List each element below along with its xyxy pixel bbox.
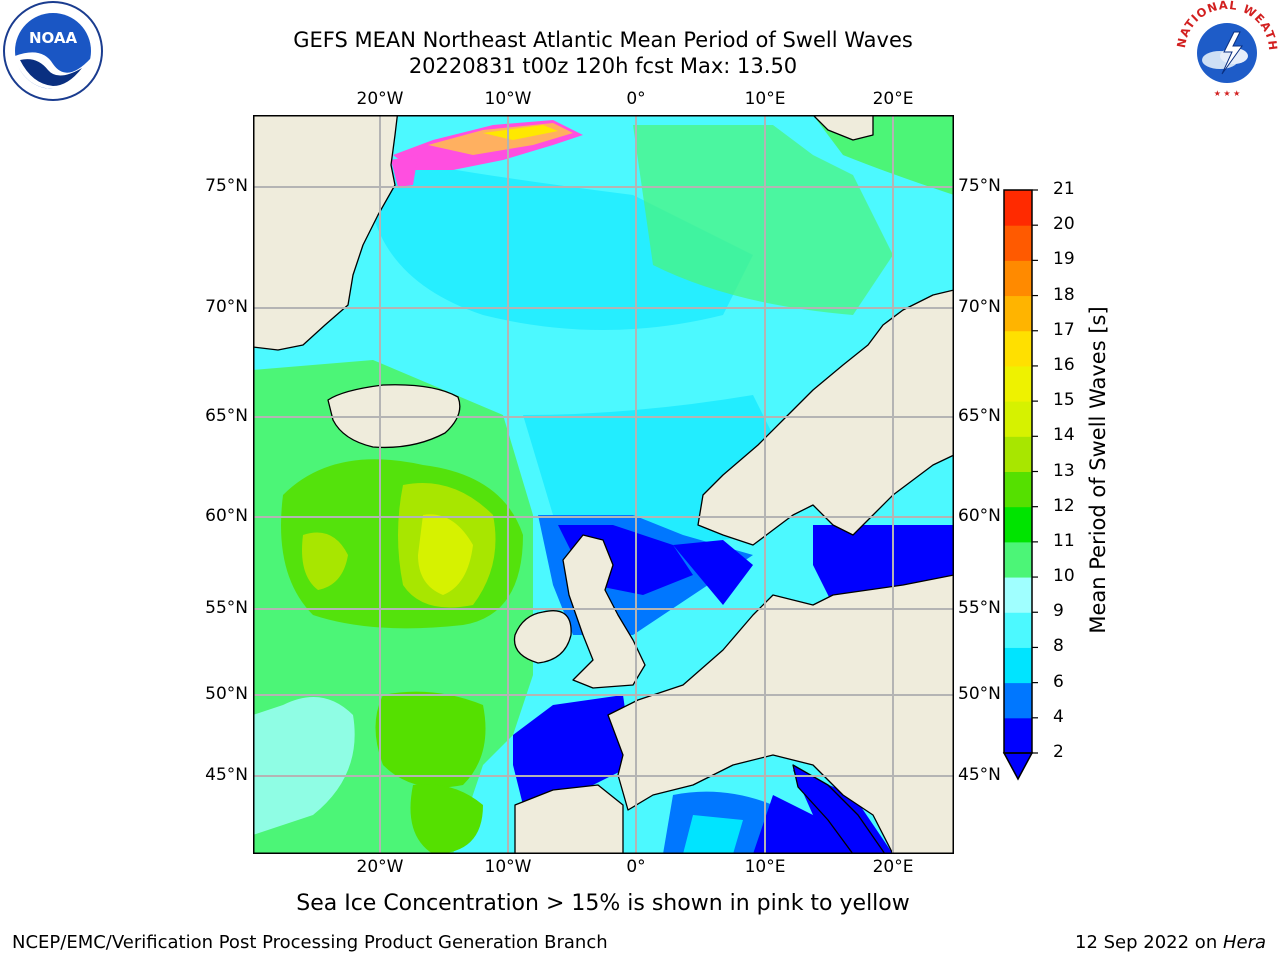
footer-date-text: 12 Sep 2022 on <box>1075 932 1223 953</box>
lon-tick-label: 10°E <box>744 89 786 109</box>
lat-tick-label: 60°N <box>958 506 1001 526</box>
footer-host: Hera <box>1222 932 1266 953</box>
lat-tick-label: 70°N <box>958 297 1001 317</box>
lon-tick-label: 20°E <box>872 857 914 877</box>
colorbar-tick-label: 16 <box>1053 354 1075 375</box>
sea-ice-overlay <box>391 120 583 187</box>
lon-tick-label: 20°W <box>356 89 404 109</box>
colorbar-band <box>1004 225 1032 261</box>
lon-tick-label: 0° <box>626 857 646 877</box>
colorbar-band <box>1004 647 1032 684</box>
nws-logo: NATIONAL WEATHER SERVICE ★ ★ ★ <box>1176 0 1278 100</box>
colorbar-band <box>1004 682 1032 719</box>
footer-date: 12 Sep 2022 on Hera <box>1075 932 1266 953</box>
colorbar-band <box>1004 365 1032 402</box>
colorbar-band <box>1004 612 1032 648</box>
colorbar-tick-label: 21 <box>1053 179 1075 199</box>
lat-tick-label: 75°N <box>205 176 248 196</box>
greenland <box>253 115 399 351</box>
colorbar-band <box>1004 330 1032 367</box>
colorbar-tick-label: 9 <box>1053 601 1064 622</box>
colorbar-band <box>1004 295 1032 332</box>
lat-tick-label: 45°N <box>205 765 248 785</box>
colorbar-band <box>1004 541 1032 578</box>
colorbar-title: Mean Period of Swell Waves [s] <box>1086 306 1110 634</box>
colorbar-band <box>1004 401 1032 437</box>
colorbar-tick-label: 6 <box>1053 671 1064 692</box>
graticule <box>253 115 954 854</box>
lat-tick-label: 65°N <box>958 406 1001 426</box>
chart-subtitle: 20220831 t00z 120h fcst Max: 13.50 <box>408 54 798 78</box>
colorbar-tick-label: 10 <box>1053 566 1075 587</box>
sea-ice-caption: Sea Ice Concentration > 15% is shown in … <box>296 891 910 916</box>
iberia <box>514 784 624 854</box>
colorbar-band <box>1004 717 1032 754</box>
colorbar-tick-label: 12 <box>1053 495 1075 516</box>
colorbar-tick-label: 8 <box>1053 636 1064 657</box>
colorbar-tick-label: 14 <box>1053 425 1075 446</box>
svalbard <box>812 115 874 141</box>
colorbar <box>1002 189 1038 781</box>
lon-tick-label: 10°W <box>484 89 532 109</box>
map-frame <box>253 115 954 854</box>
colorbar-tick-label: 11 <box>1053 530 1075 551</box>
colorbar-band <box>1004 436 1032 472</box>
colorbar-tick-label: 17 <box>1053 319 1075 340</box>
continental-europe <box>607 529 954 854</box>
colorbar-band <box>1004 471 1032 508</box>
colorbar-band <box>1004 190 1032 226</box>
colorbar-tick-label: 4 <box>1053 706 1064 727</box>
colorbar-band <box>1004 506 1032 543</box>
lat-tick-label: 55°N <box>205 598 248 618</box>
colorbar-tick-label: 15 <box>1053 390 1075 411</box>
lon-tick-label: 20°E <box>872 89 914 109</box>
lat-tick-label: 45°N <box>958 765 1001 785</box>
land <box>253 115 954 854</box>
lon-tick-label: 20°W <box>356 857 404 877</box>
colorbar-tick-label: 13 <box>1053 460 1075 481</box>
noaa-logo-text: NOAA <box>29 29 78 47</box>
map-panel <box>253 115 954 854</box>
colorbar-tick-label: 19 <box>1053 249 1075 270</box>
colorbar-band <box>1004 260 1032 297</box>
chart-title: GEFS MEAN Northeast Atlantic Mean Period… <box>293 28 913 52</box>
colorbar-tick-label: 2 <box>1053 742 1064 762</box>
ireland <box>513 610 572 664</box>
noaa-logo: NOAA <box>3 1 103 101</box>
lon-tick-label: 0° <box>626 89 646 109</box>
lat-tick-label: 75°N <box>958 176 1001 196</box>
lat-tick-label: 65°N <box>205 406 248 426</box>
lat-tick-label: 50°N <box>205 684 248 704</box>
lat-tick-label: 55°N <box>958 598 1001 618</box>
colorbar-band <box>1004 577 1032 613</box>
footer-organization: NCEP/EMC/Verification Post Processing Pr… <box>12 932 608 953</box>
lat-tick-label: 70°N <box>205 297 248 317</box>
svg-text:★ ★ ★: ★ ★ ★ <box>1214 89 1241 98</box>
colorbar-extend-arrow <box>1002 752 1034 781</box>
lon-tick-label: 10°W <box>484 857 532 877</box>
colorbar-tick-label: 18 <box>1053 284 1075 305</box>
lon-tick-label: 10°E <box>744 857 786 877</box>
italy <box>792 764 886 854</box>
lat-tick-label: 60°N <box>205 506 248 526</box>
lat-tick-label: 50°N <box>958 684 1001 704</box>
colorbar-tick-label: 20 <box>1053 214 1075 235</box>
